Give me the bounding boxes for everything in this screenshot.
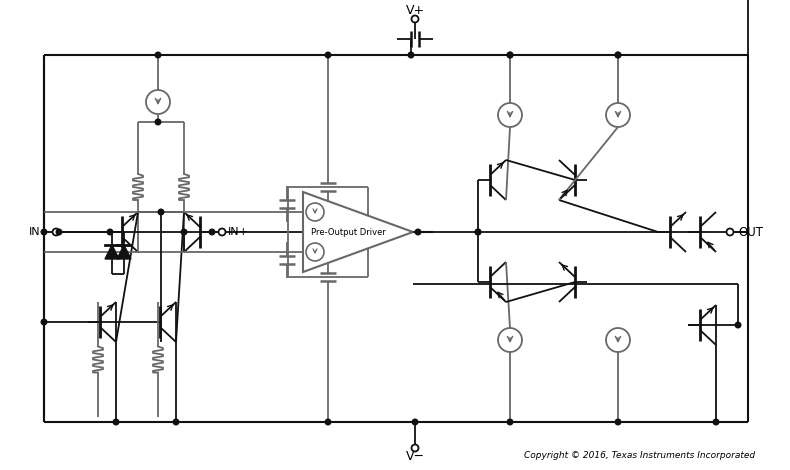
Circle shape (325, 419, 331, 425)
Polygon shape (105, 245, 119, 259)
Text: Copyright © 2016, Texas Instruments Incorporated: Copyright © 2016, Texas Instruments Inco… (524, 451, 755, 460)
Circle shape (727, 228, 733, 235)
Circle shape (155, 119, 161, 125)
Circle shape (713, 419, 719, 425)
Circle shape (113, 419, 118, 425)
Circle shape (325, 52, 331, 58)
Circle shape (306, 243, 324, 261)
Circle shape (306, 203, 324, 221)
Circle shape (507, 52, 513, 58)
Circle shape (408, 52, 414, 58)
Circle shape (416, 229, 421, 235)
Text: OUT: OUT (738, 226, 763, 238)
Circle shape (52, 228, 59, 235)
Text: IN+: IN+ (228, 227, 249, 237)
Circle shape (615, 52, 621, 58)
Circle shape (606, 328, 630, 352)
Circle shape (615, 419, 621, 425)
Circle shape (219, 228, 225, 235)
Circle shape (476, 229, 481, 235)
Circle shape (412, 16, 419, 23)
Circle shape (173, 419, 179, 425)
Circle shape (56, 229, 62, 235)
Circle shape (158, 209, 164, 215)
Circle shape (507, 52, 513, 58)
Circle shape (412, 445, 419, 452)
Circle shape (735, 322, 741, 328)
Circle shape (606, 103, 630, 127)
Circle shape (498, 103, 522, 127)
Text: V+: V+ (405, 3, 424, 16)
Circle shape (412, 419, 418, 425)
Polygon shape (117, 245, 131, 259)
Circle shape (41, 319, 47, 325)
Circle shape (615, 52, 621, 58)
Circle shape (107, 229, 113, 235)
Circle shape (41, 229, 47, 235)
Text: IN−: IN− (29, 227, 50, 237)
Circle shape (181, 229, 186, 235)
Circle shape (155, 52, 161, 58)
Circle shape (507, 419, 513, 425)
Text: Pre-Output Driver: Pre-Output Driver (310, 227, 386, 236)
Circle shape (146, 90, 170, 114)
Circle shape (209, 229, 215, 235)
Circle shape (498, 328, 522, 352)
Circle shape (476, 229, 481, 235)
Polygon shape (303, 192, 413, 272)
Text: V−: V− (405, 451, 424, 463)
